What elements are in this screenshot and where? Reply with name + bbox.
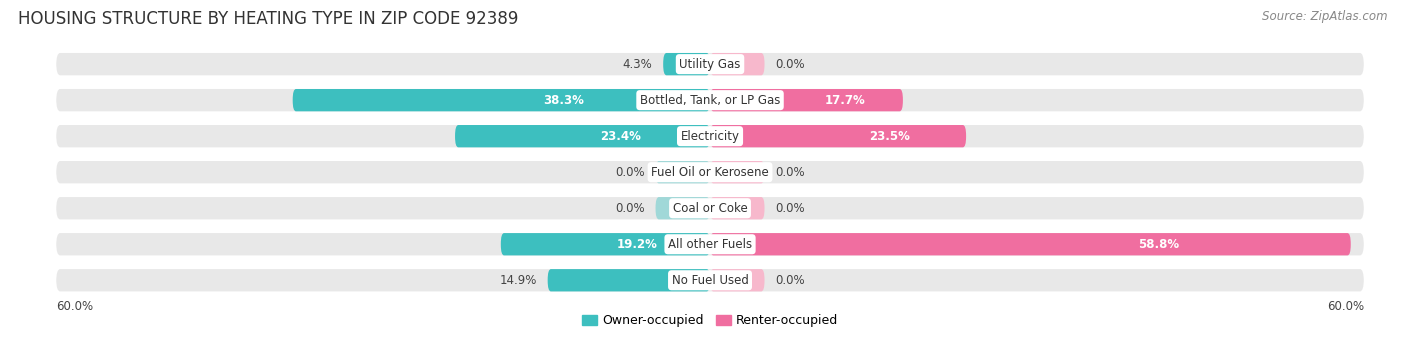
FancyBboxPatch shape xyxy=(56,125,1364,147)
FancyBboxPatch shape xyxy=(56,233,1364,255)
Text: 60.0%: 60.0% xyxy=(1327,300,1364,313)
Text: Source: ZipAtlas.com: Source: ZipAtlas.com xyxy=(1263,10,1388,23)
Text: Electricity: Electricity xyxy=(681,130,740,143)
Text: Fuel Oil or Kerosene: Fuel Oil or Kerosene xyxy=(651,166,769,179)
FancyBboxPatch shape xyxy=(710,233,1351,255)
Legend: Owner-occupied, Renter-occupied: Owner-occupied, Renter-occupied xyxy=(582,314,838,327)
FancyBboxPatch shape xyxy=(710,89,903,111)
FancyBboxPatch shape xyxy=(710,269,765,292)
Text: HOUSING STRUCTURE BY HEATING TYPE IN ZIP CODE 92389: HOUSING STRUCTURE BY HEATING TYPE IN ZIP… xyxy=(18,10,519,28)
FancyBboxPatch shape xyxy=(56,269,1364,292)
FancyBboxPatch shape xyxy=(56,197,1364,219)
FancyBboxPatch shape xyxy=(56,161,1364,183)
Text: Coal or Coke: Coal or Coke xyxy=(672,202,748,215)
FancyBboxPatch shape xyxy=(710,161,765,183)
Text: 0.0%: 0.0% xyxy=(776,274,806,287)
Text: 23.5%: 23.5% xyxy=(869,130,910,143)
FancyBboxPatch shape xyxy=(501,233,710,255)
FancyBboxPatch shape xyxy=(664,53,710,75)
FancyBboxPatch shape xyxy=(710,197,765,219)
Text: 0.0%: 0.0% xyxy=(614,202,644,215)
FancyBboxPatch shape xyxy=(655,161,710,183)
Text: 60.0%: 60.0% xyxy=(56,300,93,313)
FancyBboxPatch shape xyxy=(710,53,765,75)
Text: 0.0%: 0.0% xyxy=(776,166,806,179)
FancyBboxPatch shape xyxy=(548,269,710,292)
Text: Bottled, Tank, or LP Gas: Bottled, Tank, or LP Gas xyxy=(640,94,780,107)
Text: 38.3%: 38.3% xyxy=(544,94,585,107)
Text: No Fuel Used: No Fuel Used xyxy=(672,274,748,287)
Text: 58.8%: 58.8% xyxy=(1137,238,1180,251)
FancyBboxPatch shape xyxy=(56,53,1364,75)
Text: 19.2%: 19.2% xyxy=(616,238,657,251)
Text: All other Fuels: All other Fuels xyxy=(668,238,752,251)
FancyBboxPatch shape xyxy=(292,89,710,111)
Text: 4.3%: 4.3% xyxy=(623,58,652,71)
Text: 0.0%: 0.0% xyxy=(776,202,806,215)
Text: 17.7%: 17.7% xyxy=(825,94,866,107)
Text: 23.4%: 23.4% xyxy=(600,130,641,143)
FancyBboxPatch shape xyxy=(710,125,966,147)
FancyBboxPatch shape xyxy=(56,89,1364,111)
FancyBboxPatch shape xyxy=(655,197,710,219)
Text: Utility Gas: Utility Gas xyxy=(679,58,741,71)
Text: 0.0%: 0.0% xyxy=(614,166,644,179)
Text: 14.9%: 14.9% xyxy=(499,274,537,287)
FancyBboxPatch shape xyxy=(456,125,710,147)
Text: 0.0%: 0.0% xyxy=(776,58,806,71)
